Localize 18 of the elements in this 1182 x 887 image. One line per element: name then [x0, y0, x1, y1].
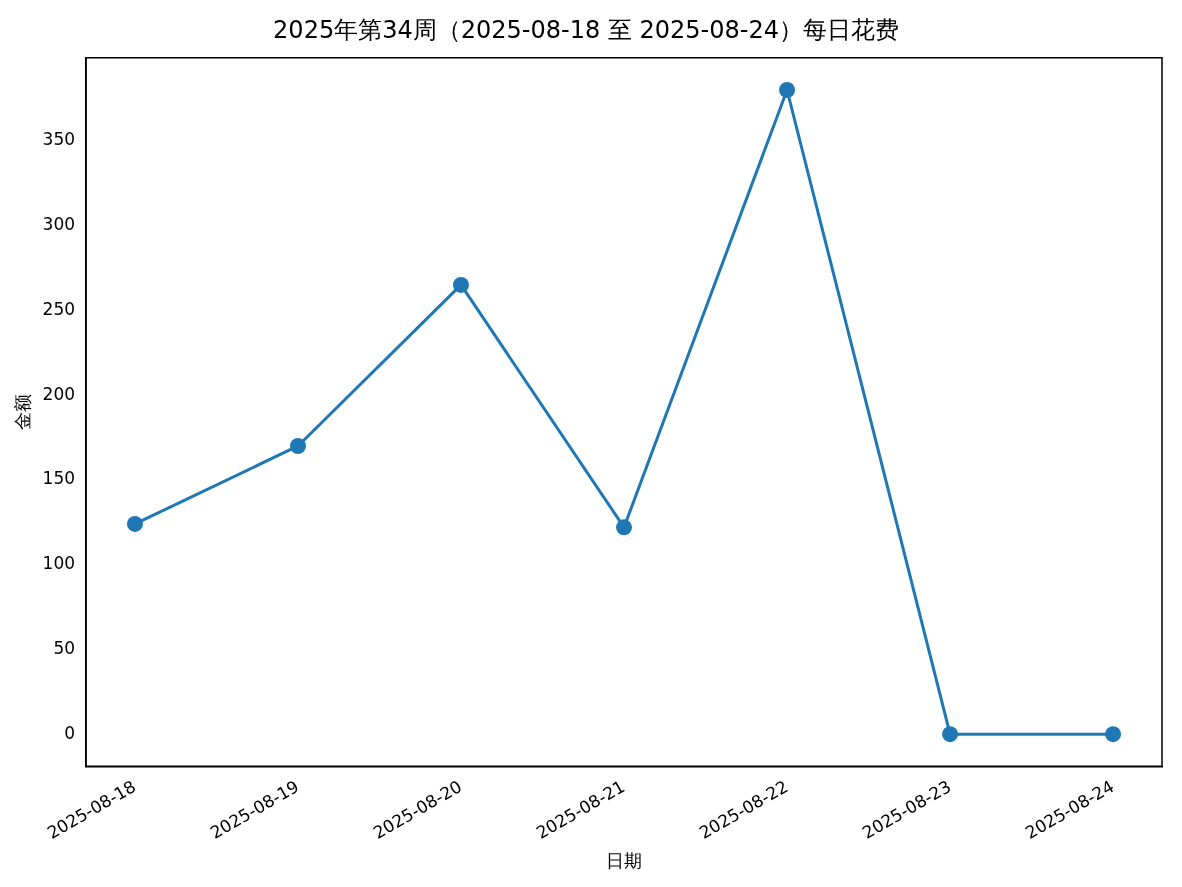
y-tick-label: 100 [42, 553, 76, 574]
y-tick-label: 50 [53, 637, 76, 658]
x-axis-title: 日期 [606, 849, 643, 871]
y-tick-label: 200 [42, 383, 76, 404]
y-tick-label: 350 [42, 129, 76, 150]
point [453, 276, 469, 293]
point [1105, 726, 1122, 743]
y-tick-label: 150 [42, 468, 76, 489]
point [126, 515, 143, 532]
chart-title: 2025年第34周（2025-08-18 至 2025-08-24）每日花费 [273, 15, 899, 44]
y-tick-label: 0 [64, 722, 76, 743]
y-axis-title: 金额 [12, 394, 34, 431]
point [942, 726, 959, 743]
point [616, 519, 633, 536]
y-tick-label: 250 [42, 298, 76, 319]
point [289, 437, 306, 454]
point [779, 82, 796, 99]
y-tick-label: 300 [42, 214, 76, 235]
